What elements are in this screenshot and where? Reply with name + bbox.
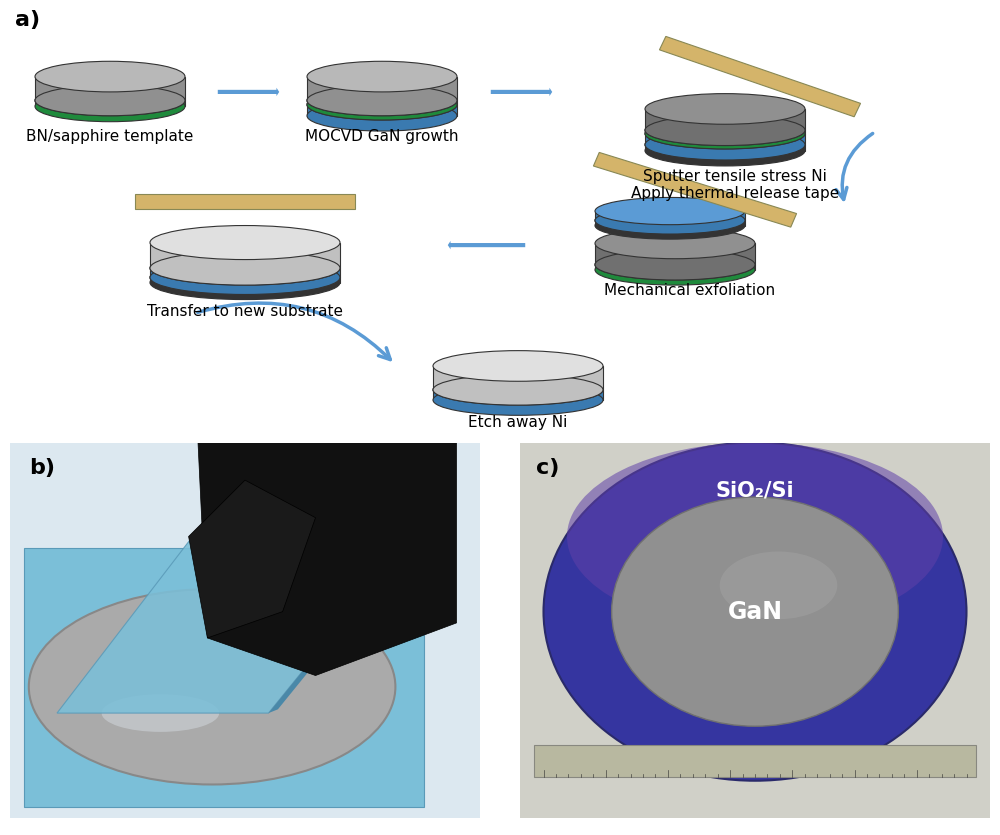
Ellipse shape bbox=[307, 89, 457, 120]
Ellipse shape bbox=[150, 266, 340, 300]
Text: Transfer to new substrate: Transfer to new substrate bbox=[147, 304, 343, 319]
Polygon shape bbox=[268, 495, 452, 713]
Polygon shape bbox=[150, 242, 340, 268]
Ellipse shape bbox=[35, 61, 185, 92]
Text: c): c) bbox=[536, 458, 560, 478]
Polygon shape bbox=[593, 153, 797, 227]
Ellipse shape bbox=[645, 129, 805, 160]
Ellipse shape bbox=[102, 695, 219, 731]
Ellipse shape bbox=[150, 261, 340, 295]
Ellipse shape bbox=[595, 212, 745, 239]
Ellipse shape bbox=[307, 85, 457, 116]
Polygon shape bbox=[150, 277, 340, 282]
Ellipse shape bbox=[29, 589, 395, 785]
Ellipse shape bbox=[595, 197, 745, 225]
Ellipse shape bbox=[645, 135, 805, 166]
Polygon shape bbox=[520, 443, 990, 818]
Text: Sputter tensile stress Ni
Apply thermal release tape: Sputter tensile stress Ni Apply thermal … bbox=[631, 169, 839, 201]
Polygon shape bbox=[189, 480, 316, 638]
Text: b): b) bbox=[29, 458, 55, 478]
Ellipse shape bbox=[595, 250, 755, 280]
Ellipse shape bbox=[433, 374, 603, 405]
Ellipse shape bbox=[645, 115, 805, 145]
Text: GaN: GaN bbox=[728, 600, 782, 624]
Polygon shape bbox=[595, 265, 755, 270]
Ellipse shape bbox=[645, 94, 805, 124]
Polygon shape bbox=[24, 548, 424, 807]
Ellipse shape bbox=[595, 207, 745, 234]
Ellipse shape bbox=[612, 497, 898, 726]
Ellipse shape bbox=[645, 119, 805, 149]
Polygon shape bbox=[645, 134, 805, 144]
Polygon shape bbox=[534, 745, 976, 777]
Polygon shape bbox=[645, 130, 805, 134]
Ellipse shape bbox=[150, 251, 340, 285]
Polygon shape bbox=[35, 100, 185, 106]
Ellipse shape bbox=[645, 119, 805, 149]
Text: Mechanical exfoliation: Mechanical exfoliation bbox=[604, 283, 776, 298]
Ellipse shape bbox=[433, 385, 603, 415]
Ellipse shape bbox=[307, 85, 457, 116]
Polygon shape bbox=[659, 37, 861, 117]
Polygon shape bbox=[595, 220, 745, 225]
Ellipse shape bbox=[433, 351, 603, 382]
Ellipse shape bbox=[720, 551, 837, 620]
Polygon shape bbox=[433, 366, 603, 390]
Polygon shape bbox=[307, 100, 457, 104]
Ellipse shape bbox=[35, 85, 185, 116]
Text: MOCVD GaN growth: MOCVD GaN growth bbox=[305, 129, 459, 144]
Polygon shape bbox=[645, 144, 805, 150]
Ellipse shape bbox=[595, 255, 755, 285]
Ellipse shape bbox=[307, 61, 457, 92]
Ellipse shape bbox=[150, 251, 340, 285]
Ellipse shape bbox=[645, 115, 805, 145]
Ellipse shape bbox=[544, 443, 966, 781]
Ellipse shape bbox=[567, 443, 943, 630]
Polygon shape bbox=[57, 498, 442, 713]
Polygon shape bbox=[150, 268, 340, 277]
Polygon shape bbox=[645, 109, 805, 130]
Polygon shape bbox=[595, 244, 755, 265]
Ellipse shape bbox=[595, 207, 745, 234]
Ellipse shape bbox=[150, 261, 340, 295]
Text: BN/sapphire template: BN/sapphire template bbox=[26, 129, 194, 144]
Ellipse shape bbox=[150, 225, 340, 260]
Text: Etch away Ni: Etch away Ni bbox=[468, 415, 568, 430]
Polygon shape bbox=[307, 77, 457, 100]
Ellipse shape bbox=[35, 91, 185, 122]
Polygon shape bbox=[10, 443, 480, 818]
Ellipse shape bbox=[307, 89, 457, 120]
Ellipse shape bbox=[35, 85, 185, 116]
Ellipse shape bbox=[595, 250, 755, 280]
Polygon shape bbox=[35, 77, 185, 100]
Polygon shape bbox=[595, 211, 745, 220]
Polygon shape bbox=[135, 195, 355, 209]
Polygon shape bbox=[198, 443, 456, 676]
Ellipse shape bbox=[307, 100, 457, 131]
Ellipse shape bbox=[595, 228, 755, 259]
Text: a): a) bbox=[15, 10, 40, 30]
Polygon shape bbox=[307, 104, 457, 116]
Ellipse shape bbox=[645, 129, 805, 160]
Polygon shape bbox=[433, 390, 603, 400]
Ellipse shape bbox=[433, 374, 603, 405]
Text: SiO₂/Si: SiO₂/Si bbox=[716, 480, 794, 500]
